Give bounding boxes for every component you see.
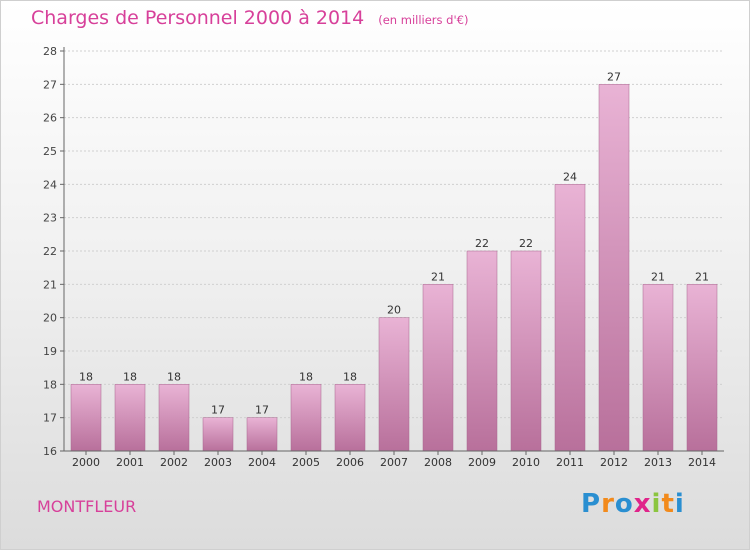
x-tick-label: 2009 bbox=[468, 456, 496, 469]
data-label: 24 bbox=[563, 170, 577, 183]
y-tick-label: 20 bbox=[43, 312, 57, 325]
x-tick-label: 2006 bbox=[336, 456, 364, 469]
bar-2012 bbox=[598, 84, 630, 452]
logo-letter: i bbox=[674, 489, 685, 519]
logo-letter: P bbox=[581, 489, 602, 519]
title-text: Charges de Personnel 2000 à 2014 bbox=[31, 7, 365, 29]
data-label: 21 bbox=[651, 270, 665, 283]
bar-2007 bbox=[378, 317, 410, 452]
logo-letter: i bbox=[651, 489, 662, 519]
bar-2014 bbox=[686, 284, 718, 452]
data-label: 17 bbox=[211, 404, 225, 417]
data-label: 22 bbox=[475, 237, 489, 250]
bar-2004 bbox=[246, 417, 278, 452]
y-tick-label: 18 bbox=[43, 378, 57, 391]
bar-2013 bbox=[642, 284, 674, 452]
data-label: 22 bbox=[519, 237, 533, 250]
data-label: 18 bbox=[299, 370, 313, 383]
logo-letter: t bbox=[661, 489, 675, 519]
bar-2008 bbox=[422, 284, 454, 452]
x-tick-label: 2008 bbox=[424, 456, 452, 469]
x-tick-label: 2001 bbox=[116, 456, 144, 469]
y-tick-label: 24 bbox=[43, 178, 57, 191]
y-tick-label: 28 bbox=[43, 45, 57, 58]
x-tick-label: 2000 bbox=[72, 456, 100, 469]
logo-letter: x bbox=[633, 489, 652, 519]
y-tick-label: 19 bbox=[43, 345, 57, 358]
y-tick-label: 16 bbox=[43, 445, 57, 458]
y-tick-label: 17 bbox=[43, 412, 57, 425]
data-label: 20 bbox=[387, 304, 401, 317]
data-label: 18 bbox=[79, 370, 93, 383]
data-label: 21 bbox=[431, 270, 445, 283]
x-tick-label: 2005 bbox=[292, 456, 320, 469]
x-tick-label: 2007 bbox=[380, 456, 408, 469]
x-tick-label: 2014 bbox=[688, 456, 716, 469]
x-tick-label: 2011 bbox=[556, 456, 584, 469]
y-tick-label: 27 bbox=[43, 78, 57, 91]
data-label: 18 bbox=[167, 370, 181, 383]
data-label: 18 bbox=[343, 370, 357, 383]
data-label: 27 bbox=[607, 70, 621, 83]
bar-2010 bbox=[510, 250, 542, 452]
x-tick-label: 2013 bbox=[644, 456, 672, 469]
y-tick-label: 22 bbox=[43, 245, 57, 258]
data-label: 21 bbox=[695, 270, 709, 283]
y-tick-label: 26 bbox=[43, 112, 57, 125]
bar-2006 bbox=[334, 384, 366, 452]
y-tick-label: 25 bbox=[43, 145, 57, 158]
bar-2005 bbox=[290, 384, 322, 452]
x-tick-label: 2002 bbox=[160, 456, 188, 469]
bar-2009 bbox=[466, 250, 498, 452]
bar-2001 bbox=[114, 384, 146, 452]
x-tick-label: 2012 bbox=[600, 456, 628, 469]
location-label: MONTFLEUR bbox=[37, 497, 137, 516]
y-tick-label: 23 bbox=[43, 212, 57, 225]
x-tick-label: 2004 bbox=[248, 456, 276, 469]
x-tick-label: 2010 bbox=[512, 456, 540, 469]
bar-2000 bbox=[70, 384, 102, 452]
data-label: 17 bbox=[255, 404, 269, 417]
bar-2002 bbox=[158, 384, 190, 452]
chart-subtitle: (en milliers d'€) bbox=[378, 13, 469, 27]
proxiti-logo: Proxiti bbox=[581, 489, 685, 519]
x-tick-label: 2003 bbox=[204, 456, 232, 469]
bar-2011 bbox=[554, 184, 586, 452]
logo-letter: r bbox=[601, 489, 615, 519]
y-tick-label: 21 bbox=[43, 278, 57, 291]
chart-title: Charges de Personnel 2000 à 2014 (en mill… bbox=[31, 7, 468, 29]
data-label: 18 bbox=[123, 370, 137, 383]
bar-2003 bbox=[202, 417, 234, 452]
logo-letter: o bbox=[614, 489, 634, 519]
